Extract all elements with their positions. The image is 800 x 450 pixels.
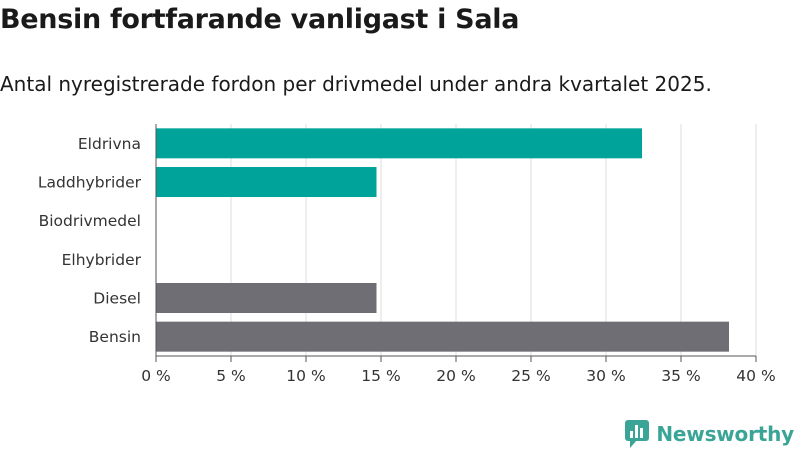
- x-tick-label: 30 %: [586, 367, 625, 385]
- category-label: Laddhybrider: [38, 174, 142, 192]
- x-tick-label: 5 %: [216, 367, 246, 385]
- chart-subtitle: Antal nyregistrerade fordon per drivmede…: [0, 72, 712, 96]
- bars: [156, 128, 729, 352]
- newsworthy-logo-icon: [625, 420, 650, 448]
- x-tick-label: 40 %: [736, 367, 775, 385]
- chart-title: Bensin fortfarande vanligast i Sala: [0, 4, 520, 35]
- category-label: Eldrivna: [78, 135, 141, 153]
- category-label: Diesel: [93, 290, 141, 308]
- x-tick-label: 0 %: [141, 367, 171, 385]
- x-tick-label: 20 %: [436, 367, 475, 385]
- x-tick-label: 25 %: [511, 367, 550, 385]
- category-labels: Eldrivna Laddhybrider Biodrivmedel Elhybrid…: [38, 135, 142, 346]
- brand-name: Newsworthy: [656, 422, 794, 446]
- bar: [156, 128, 642, 159]
- brand: Newsworthy: [624, 419, 794, 449]
- bar: [156, 283, 377, 313]
- category-label: Elhybrider: [62, 251, 142, 269]
- bar: [156, 167, 377, 197]
- x-tick-label: 35 %: [661, 367, 700, 385]
- category-label: Bensin: [89, 328, 141, 346]
- x-axis: 0 % 5 % 10 % 15 % 20 % 25 % 30 % 35 % 40 %: [141, 124, 776, 385]
- x-tick-label: 15 %: [361, 367, 400, 385]
- category-label: Biodrivmedel: [39, 212, 141, 230]
- x-tick-label: 10 %: [286, 367, 325, 385]
- bar: [156, 321, 729, 352]
